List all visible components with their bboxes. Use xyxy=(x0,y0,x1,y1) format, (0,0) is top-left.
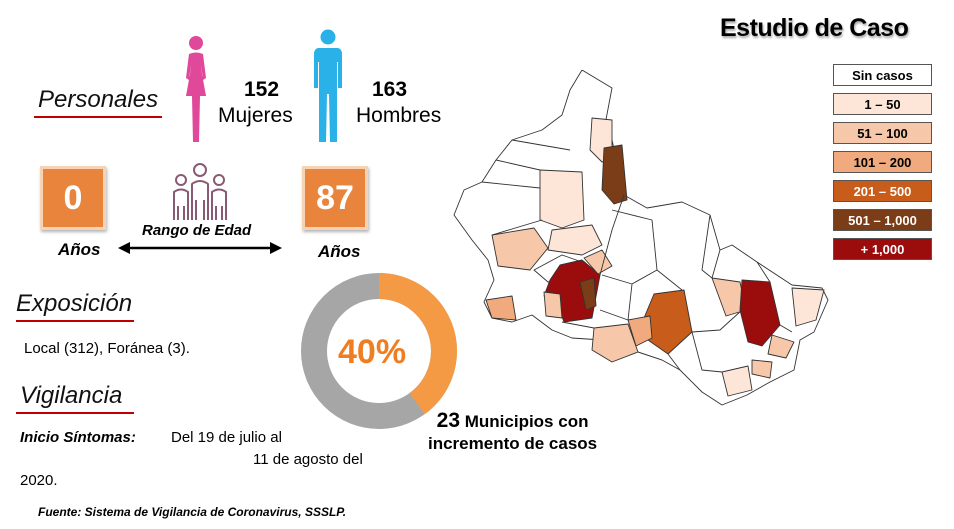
group-people-icon xyxy=(173,163,227,220)
page-title: Estudio de Caso xyxy=(720,14,909,42)
map-legend: Sin casos 1 – 50 51 – 100 101 – 200 201 … xyxy=(833,64,932,260)
personales-heading: Personales xyxy=(38,86,159,113)
map-region xyxy=(591,323,639,363)
map-borders xyxy=(481,139,793,373)
map-region xyxy=(767,334,795,359)
men-count: 163 xyxy=(372,78,408,101)
male-figure-icon xyxy=(314,29,342,142)
percentage-donut xyxy=(301,273,457,429)
vigilancia-heading: Vigilancia xyxy=(20,382,123,409)
map-region xyxy=(547,224,603,256)
exposicion-underline xyxy=(16,320,134,322)
municipios-line1: Municipios con xyxy=(464,412,589,431)
legend-item-101-200: 101 – 200 xyxy=(833,151,932,173)
map-region xyxy=(791,287,825,327)
women-label: Mujeres xyxy=(218,104,293,127)
map-region xyxy=(627,315,653,347)
female-figure-icon xyxy=(186,36,206,142)
map-region xyxy=(601,144,628,205)
map-region xyxy=(579,277,597,311)
donut-percent-label: 40% xyxy=(338,333,407,371)
exposicion-heading: Exposición xyxy=(16,290,133,317)
inicio-sintomas-label: Inicio Síntomas: xyxy=(20,429,136,446)
map-region xyxy=(543,291,563,319)
map-region xyxy=(721,365,753,397)
min-age-label: Años xyxy=(58,240,101,259)
source-note: Fuente: Sistema de Vigilancia de Coronav… xyxy=(38,505,347,519)
map-region xyxy=(485,295,517,321)
municipios-count: 23 xyxy=(436,409,460,432)
inicio-sintomas-line3: 2020. xyxy=(20,472,58,489)
double-arrow-icon xyxy=(118,242,282,254)
state-map xyxy=(453,70,829,406)
age-range-label: Rango de Edad xyxy=(142,222,252,239)
donut-fill xyxy=(301,273,457,429)
map-region xyxy=(751,359,773,379)
inicio-sintomas-line1: Del 19 de julio al xyxy=(171,429,282,446)
legend-item-1-50: 1 – 50 xyxy=(833,93,932,115)
men-label: Hombres xyxy=(356,104,442,127)
municipios-text: 23 Municipios con incremento de casos xyxy=(428,410,597,455)
min-age-box: 0 xyxy=(40,166,106,230)
max-age-label: Años xyxy=(318,242,361,261)
max-age-box: 87 xyxy=(302,166,368,230)
map-region xyxy=(539,169,585,229)
legend-item-201-500: 201 – 500 xyxy=(833,180,932,202)
personales-underline xyxy=(34,116,162,118)
legend-item-1000-plus: + 1,000 xyxy=(833,238,932,260)
legend-item-51-100: 51 – 100 xyxy=(833,122,932,144)
map-region xyxy=(491,227,549,271)
women-count: 152 xyxy=(244,78,280,101)
municipios-line2: incremento de casos xyxy=(428,434,598,453)
legend-item-501-1000: 501 – 1,000 xyxy=(833,209,932,231)
exposicion-text: Local (312), Foránea (3). xyxy=(24,340,190,357)
inicio-sintomas-line2: 11 de agosto del xyxy=(253,451,363,468)
vigilancia-underline xyxy=(16,412,134,414)
legend-item-sin-casos: Sin casos xyxy=(833,64,932,86)
